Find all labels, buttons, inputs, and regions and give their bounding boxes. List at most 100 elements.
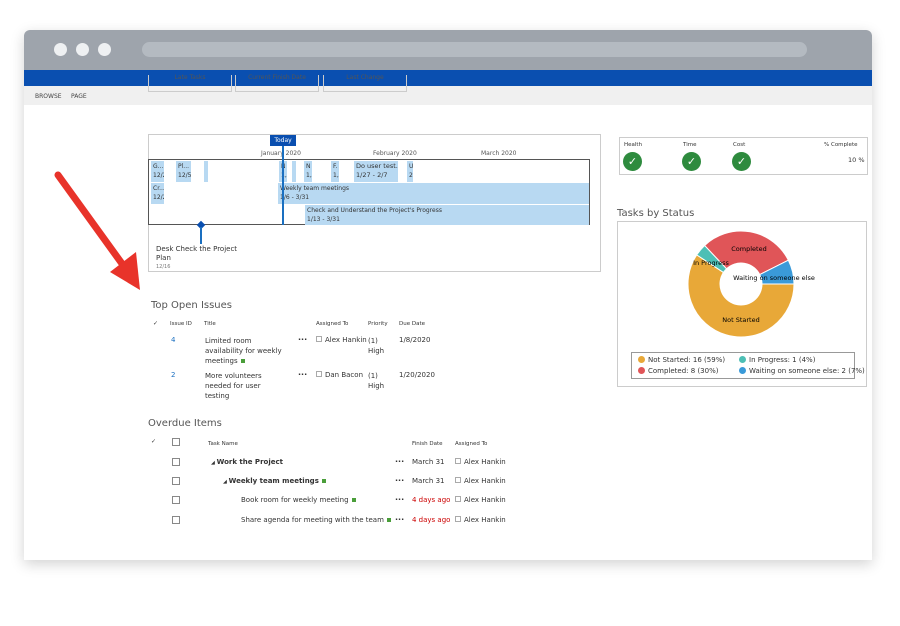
browser-window: BROWSE PAGE [24, 30, 872, 560]
percent-complete-value: 10 % [848, 156, 865, 164]
col-header[interactable]: Assigned To [455, 441, 488, 447]
chart-panel: Not Started In Progress Completed Waiting o… [617, 221, 867, 387]
window-dot[interactable] [54, 43, 67, 56]
more-options-icon[interactable]: ··· [395, 476, 405, 485]
task-name[interactable]: Share agenda for meeting with the team [241, 516, 391, 524]
month-label: February 2020 [373, 150, 417, 157]
address-bar[interactable] [142, 42, 807, 57]
presence-checkbox[interactable] [455, 477, 461, 483]
col-header[interactable]: Assigned To [316, 321, 349, 327]
priority: (1) High [368, 372, 385, 390]
presence-checkbox[interactable] [455, 516, 461, 522]
window-dot[interactable] [76, 43, 89, 56]
new-icon [321, 479, 326, 483]
timeline-bar[interactable]: G...12/2 [151, 161, 164, 182]
milestone-line [200, 227, 202, 244]
status-panel [619, 137, 868, 175]
issues-title: Top Open Issues [151, 300, 233, 311]
suite-bar [24, 70, 872, 86]
browser-chrome [24, 30, 872, 70]
more-options-icon[interactable]: ··· [395, 457, 405, 466]
tile-label: Late Tasks [174, 74, 206, 81]
more-options-icon[interactable]: ··· [395, 495, 405, 504]
slice-label: Not Started [722, 316, 759, 324]
slice-not-started[interactable] [687, 254, 795, 338]
presence-checkbox[interactable] [455, 496, 461, 502]
row-checkbox[interactable] [172, 516, 180, 524]
timeline-bar[interactable]: Check and Understand the Project's Progr… [305, 205, 589, 225]
more-options-icon[interactable]: ··· [298, 335, 308, 344]
task-name[interactable]: Book room for weekly meeting [241, 496, 356, 504]
timeline-track: G...12/2 Pl...12/5 N1, N1, F.1, Do user … [148, 159, 590, 225]
timeline-bar[interactable]: U2, [407, 161, 413, 182]
timeline-bar[interactable] [204, 161, 208, 182]
assigned-to[interactable]: Alex Hankin [464, 496, 506, 504]
task-name[interactable]: ◢ Work the Project [211, 458, 283, 466]
timeline-bar[interactable]: Do user test... 1/27 - 2/7 [354, 161, 398, 182]
tile-last-change[interactable]: Last Change [323, 75, 407, 92]
assigned-to[interactable]: Alex Hankin [464, 458, 506, 466]
presence-checkbox[interactable] [316, 336, 322, 342]
legend-swatch [638, 356, 645, 363]
tile-late-tasks[interactable]: Late Tasks [148, 75, 232, 92]
row-checkbox[interactable] [172, 477, 180, 485]
new-icon [386, 518, 391, 522]
month-label: March 2020 [481, 150, 517, 157]
timeline-bar[interactable]: Weekly team meetings 1/6 - 3/31 [278, 183, 589, 204]
issue-title[interactable]: Limited room availability for weekly mee… [205, 337, 282, 365]
tab-browse[interactable]: BROWSE [35, 93, 62, 100]
presence-checkbox[interactable] [316, 371, 322, 377]
assigned-to[interactable]: Dan Bacon [325, 371, 364, 379]
red-arrow-annotation [54, 171, 140, 290]
legend-item[interactable]: Not Started: 16 (59%) [638, 356, 725, 364]
legend-item[interactable]: Waiting on someone else: 2 (7%) [739, 367, 865, 375]
finish-date: 4 days ago [412, 496, 451, 504]
chart-legend: Not Started: 16 (59%) In Progress: 1 (4%… [631, 352, 865, 379]
slice-completed[interactable] [703, 230, 790, 276]
tab-page[interactable]: PAGE [71, 93, 87, 100]
more-options-icon[interactable]: ··· [395, 515, 405, 524]
tile-current-finish-date[interactable]: Current Finish Date [235, 75, 319, 92]
assigned-to[interactable]: Alex Hankin [464, 516, 506, 524]
select-all-icon[interactable]: ✓ [151, 438, 157, 445]
issue-title[interactable]: More volunteers needed for user testing [205, 372, 262, 400]
collapse-icon: ◢ [211, 460, 217, 466]
timeline-bar[interactable]: Cr...12/2 [151, 183, 164, 204]
milestone-name: Desk Check the Project Plan [156, 245, 238, 262]
milestone-date: 12/16 [156, 264, 171, 270]
tile-label: Last Change [346, 74, 384, 81]
health-label: Health [624, 142, 643, 148]
select-all-icon[interactable]: ✓ [153, 320, 159, 327]
task-name[interactable]: ◢ Weekly team meetings [223, 477, 326, 486]
assigned-to[interactable]: Alex Hankin [464, 477, 506, 485]
col-header[interactable]: Title [204, 321, 216, 327]
due-date: 1/20/2020 [399, 371, 435, 379]
ribbon-tabs: BROWSE PAGE [24, 86, 872, 105]
timeline-bar[interactable]: Pl... 12/5 [176, 161, 191, 182]
tile-label: Current Finish Date [248, 74, 306, 81]
select-all-checkbox[interactable] [172, 438, 180, 446]
col-header[interactable]: Priority [368, 321, 388, 327]
new-icon [240, 359, 245, 363]
slice-label: In Progress [693, 259, 729, 267]
chart-title: Tasks by Status [617, 208, 695, 219]
slice-waiting-on-someone-else[interactable] [759, 259, 795, 285]
more-options-icon[interactable]: ··· [298, 370, 308, 379]
col-header[interactable]: Issue ID [170, 321, 192, 327]
legend-item[interactable]: In Progress: 1 (4%) [739, 356, 815, 364]
issue-id-link[interactable]: 2 [171, 371, 176, 379]
row-checkbox[interactable] [172, 496, 180, 504]
timeline-bar[interactable]: F. 1, [331, 161, 339, 182]
issue-id-link[interactable]: 4 [171, 336, 176, 344]
legend-item[interactable]: Completed: 8 (30%) [638, 367, 718, 375]
col-header[interactable]: Finish Date [412, 441, 443, 447]
assigned-to[interactable]: Alex Hankin [325, 336, 367, 344]
row-checkbox[interactable] [172, 458, 180, 466]
col-header[interactable]: Due Date [399, 321, 425, 327]
month-label: January 2020 [261, 150, 301, 157]
timeline-bar[interactable] [292, 161, 296, 182]
col-header[interactable]: Task Name [208, 441, 238, 447]
window-dot[interactable] [98, 43, 111, 56]
presence-checkbox[interactable] [455, 458, 461, 464]
